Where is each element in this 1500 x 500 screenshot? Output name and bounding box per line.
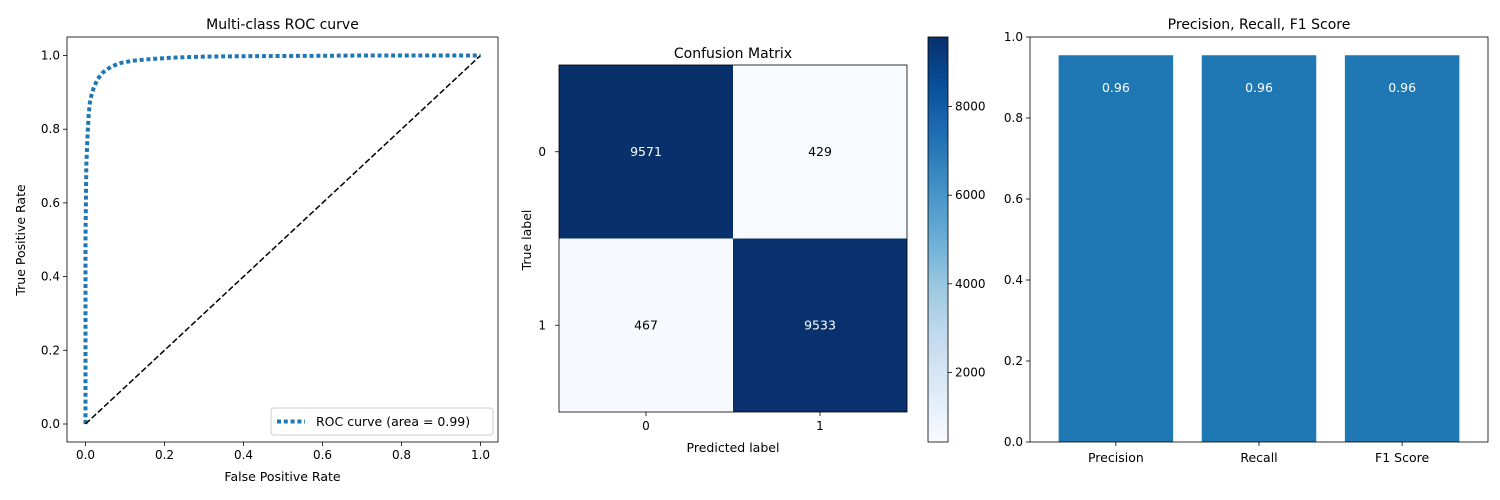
metric-y-tick-label: 0.0 — [1004, 435, 1023, 449]
confusion-x-axis-label: Predicted label — [687, 440, 780, 455]
metric-y-tick-label: 0.6 — [1004, 192, 1023, 206]
metric-bar — [1201, 55, 1317, 442]
roc-x-axis-label: False Positive Rate — [224, 469, 340, 484]
confusion-cell — [733, 238, 907, 412]
chance-diagonal-line — [84, 54, 482, 425]
confusion-y-tick-label: 0 — [538, 145, 546, 159]
metric-bar — [1058, 55, 1174, 442]
metric-title: Precision, Recall, F1 Score — [1168, 17, 1351, 33]
roc-y-tick-label: 0.0 — [41, 417, 60, 431]
roc-legend-box — [270, 407, 494, 436]
confusion-cell — [733, 65, 907, 239]
roc-curve-line — [83, 53, 481, 424]
roc-x-tick-label: 1.0 — [471, 448, 490, 462]
confusion-cell-value: 429 — [808, 144, 832, 159]
roc-x-tick-label: 0.0 — [76, 448, 95, 462]
confusion-y-axis-label: True label — [519, 210, 534, 272]
metric-y-tick-label: 0.4 — [1004, 273, 1023, 287]
roc-x-tick-label: 0.2 — [155, 448, 174, 462]
metric-x-tick-label: Recall — [1240, 450, 1277, 465]
metric-x-tick-label: Precision — [1088, 450, 1144, 465]
roc-y-tick-label: 1.0 — [41, 49, 60, 63]
confusion-cell-value: 9571 — [630, 144, 662, 159]
roc-y-tick-label: 0.4 — [41, 270, 60, 284]
roc-x-tick-label: 0.4 — [234, 448, 253, 462]
confusion-title: Confusion Matrix — [674, 46, 792, 62]
colorbar-tick-label: 6000 — [955, 188, 986, 202]
metric-plot-frame — [1029, 36, 1489, 443]
roc-y-tick-label: 0.8 — [41, 122, 60, 136]
roc-legend-label: ROC curve (area = 0.99) — [316, 414, 470, 429]
colorbar — [927, 36, 949, 443]
metric-x-tick-label: F1 Score — [1375, 450, 1429, 465]
colorbar-tick-label: 8000 — [955, 100, 986, 114]
confusion-cell — [559, 238, 733, 412]
roc-y-tick-label: 0.6 — [41, 196, 60, 210]
roc-plot-frame — [66, 36, 499, 443]
colorbar-tick-label: 4000 — [955, 277, 986, 291]
metric-y-tick-label: 1.0 — [1004, 30, 1023, 44]
metric-bar-value-label: 0.96 — [1102, 80, 1130, 95]
confusion-cell-value: 9533 — [804, 317, 836, 332]
metric-bar — [1344, 55, 1460, 442]
metric-y-tick-label: 0.2 — [1004, 354, 1023, 368]
confusion-y-tick-label: 1 — [538, 318, 546, 332]
confusion-x-tick-label: 1 — [816, 419, 824, 433]
metric-bar-value-label: 0.96 — [1388, 80, 1416, 95]
confusion-x-tick-label: 0 — [642, 419, 650, 433]
metric-bar-value-label: 0.96 — [1245, 80, 1273, 95]
roc-x-tick-label: 0.8 — [392, 448, 411, 462]
confusion-cell-value: 467 — [634, 317, 658, 332]
roc-y-axis-label: True Positive Rate — [13, 184, 28, 297]
roc-x-tick-label: 0.6 — [313, 448, 332, 462]
confusion-frame — [558, 64, 908, 413]
confusion-cell — [559, 65, 733, 239]
metric-y-tick-label: 0.8 — [1004, 111, 1023, 125]
roc-y-tick-label: 0.2 — [41, 343, 60, 357]
colorbar-tick-label: 2000 — [955, 365, 986, 379]
roc-title: Multi-class ROC curve — [206, 17, 359, 33]
